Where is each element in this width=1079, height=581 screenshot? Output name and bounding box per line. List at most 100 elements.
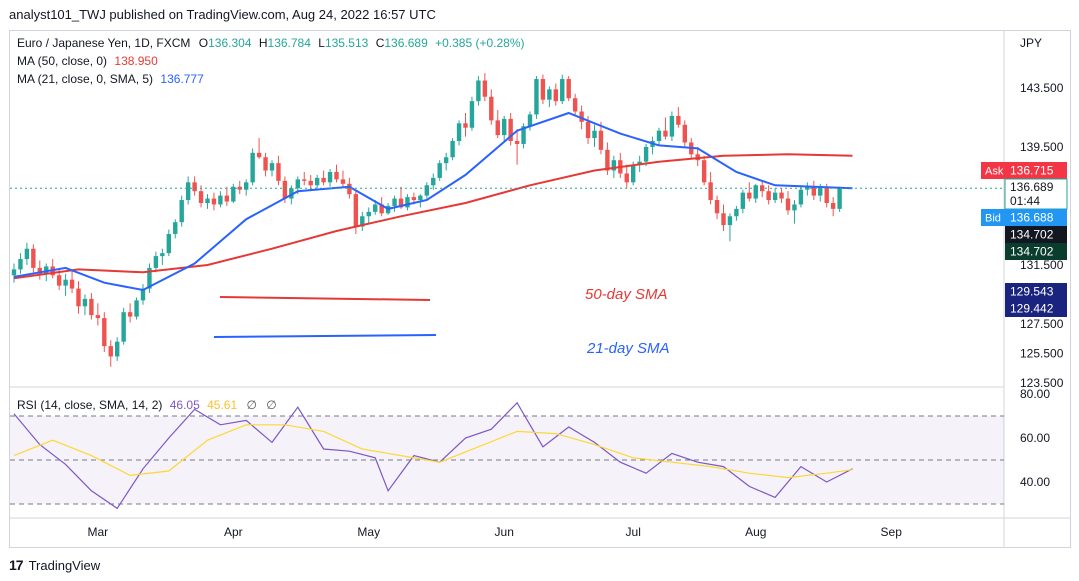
time-axis: Mar Apr May Jun Jul Aug Sep xyxy=(88,525,903,539)
candle xyxy=(656,127,662,146)
candle-body xyxy=(89,298,94,316)
candle xyxy=(256,138,262,159)
candle-body xyxy=(721,213,726,226)
candle-body xyxy=(443,157,449,164)
candle-body xyxy=(579,111,584,122)
candle-body xyxy=(469,101,475,128)
legend-o-label: O xyxy=(199,36,208,50)
candle-body xyxy=(63,279,68,286)
candle-body xyxy=(82,298,88,307)
ask-tag-label: Ask xyxy=(985,166,1004,178)
candle-body xyxy=(792,204,797,211)
candle xyxy=(792,200,797,224)
candle xyxy=(44,263,49,282)
legend-l-value: 135.513 xyxy=(325,36,369,50)
candle xyxy=(779,188,784,203)
ma-tag-2-value: 134.702 xyxy=(1010,245,1054,259)
chart-frame[interactable]: 50-day SMA 21-day SMA Euro / Japanese Ye… xyxy=(9,30,1071,548)
legend-c-value: 136.689 xyxy=(384,36,428,50)
candle-body xyxy=(805,186,810,190)
candle-body xyxy=(830,202,836,209)
legend-ma50-value: 138.950 xyxy=(114,54,158,68)
candle-body xyxy=(185,182,191,201)
candle xyxy=(560,74,565,105)
rsi-tick-label: 60.00 xyxy=(1020,431,1050,445)
candle xyxy=(224,186,230,206)
candle-body xyxy=(11,269,17,276)
candle-body xyxy=(811,186,816,196)
candle-body xyxy=(760,185,765,192)
annotation-50-day-sma: 50-day SMA xyxy=(585,286,668,303)
candle-body xyxy=(598,130,604,150)
candle xyxy=(753,183,758,203)
candle-body xyxy=(231,186,236,202)
candle-body xyxy=(431,177,436,186)
candle-body xyxy=(256,152,262,158)
time-axis-label: Mar xyxy=(88,525,109,539)
candle-body xyxy=(95,315,101,319)
candle xyxy=(592,124,597,147)
candles-group xyxy=(11,73,842,367)
ask-tag-bg xyxy=(1005,162,1067,179)
candle-body xyxy=(108,346,113,357)
candle-body xyxy=(540,79,546,100)
candle xyxy=(276,155,281,186)
candle xyxy=(198,185,204,208)
candle-body xyxy=(314,177,320,186)
candle xyxy=(179,195,184,227)
candle xyxy=(134,297,139,320)
candle xyxy=(340,170,346,187)
candle-body xyxy=(334,171,339,180)
ma-tag-1-value: 134.702 xyxy=(1010,228,1054,242)
candle-body xyxy=(585,121,591,139)
sma50-line xyxy=(13,153,853,280)
candle-body xyxy=(147,267,152,289)
candle xyxy=(669,111,675,142)
candle xyxy=(121,307,126,345)
candle-body xyxy=(44,266,49,274)
ask-tag-label-bg xyxy=(981,162,1009,179)
annotation-line-50 xyxy=(219,296,431,301)
candle xyxy=(334,164,339,183)
candle xyxy=(437,160,442,181)
candle-body xyxy=(102,318,107,347)
candle xyxy=(514,129,520,165)
candle xyxy=(682,120,687,147)
candle-body xyxy=(798,189,804,205)
footer-brand[interactable]: TradingView xyxy=(28,557,101,573)
bid-tag-value: 136.688 xyxy=(1010,211,1054,225)
candle-body xyxy=(360,216,365,227)
candle xyxy=(24,242,30,265)
price-tick-label: 143.500 xyxy=(1020,81,1064,95)
candle-body xyxy=(76,288,81,307)
bid-tag-label-bg xyxy=(981,209,1009,226)
candle-body xyxy=(663,130,668,137)
candle xyxy=(495,110,500,139)
candle xyxy=(160,248,165,265)
candle xyxy=(308,174,313,192)
candle-body xyxy=(553,89,558,102)
candle-body xyxy=(173,222,178,234)
candle xyxy=(185,176,191,205)
candle-body xyxy=(624,173,629,183)
candle-body xyxy=(198,191,204,203)
candle-body xyxy=(127,312,133,317)
ma-tag-1-bg xyxy=(1005,226,1067,243)
annotation-line-21 xyxy=(213,334,437,338)
legend-rsi-ma-value: 45.61 xyxy=(207,398,237,412)
candle xyxy=(431,173,436,190)
candle-body xyxy=(276,163,281,181)
candle-body xyxy=(353,194,359,227)
rsi-levels xyxy=(10,415,1004,505)
candle-body xyxy=(37,267,42,274)
candle-body xyxy=(463,123,468,128)
sma21-line xyxy=(13,111,853,292)
candle-body xyxy=(772,192,778,201)
chart-canvas[interactable]: 50-day SMA 21-day SMA Euro / Japanese Ye… xyxy=(10,31,1070,547)
candle-body xyxy=(411,197,417,201)
legend-l-label: L xyxy=(318,36,325,50)
legend-ma21: MA (21, close, 0, SMA, 5) 136.777 xyxy=(17,72,204,86)
candle xyxy=(527,111,533,131)
candle xyxy=(392,195,397,212)
candle-body xyxy=(224,195,230,202)
